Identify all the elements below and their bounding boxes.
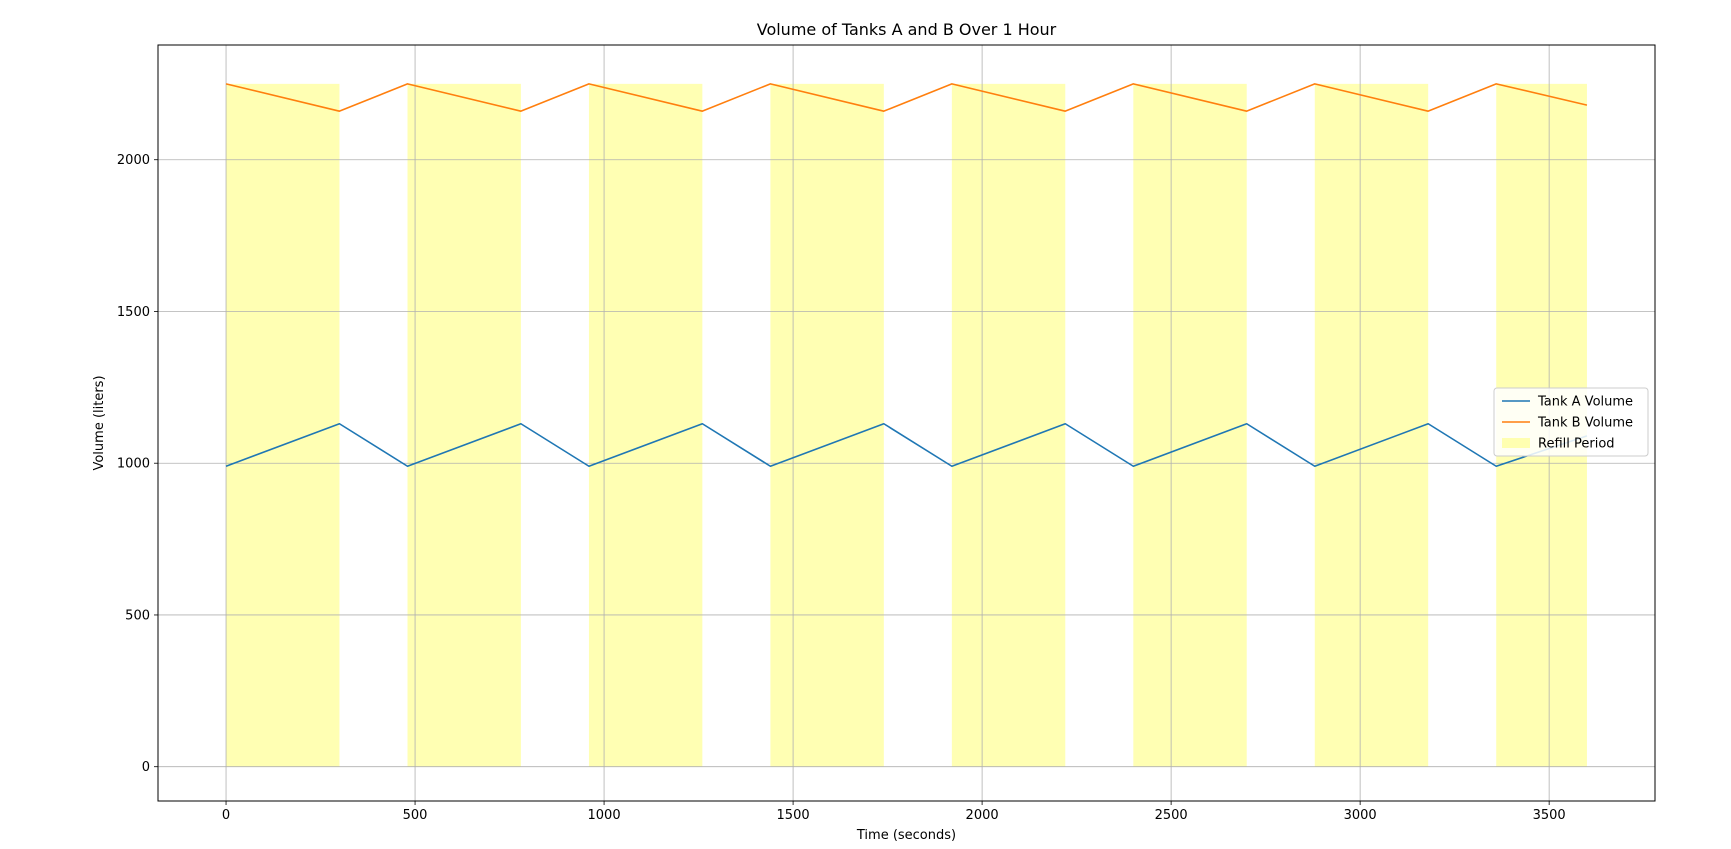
legend: Tank A Volume Tank B Volume Refill Period (1493, 387, 1649, 457)
legend-label: Tank B Volume (1537, 416, 1633, 431)
refill-span (407, 83, 521, 767)
refill-span (1133, 83, 1247, 767)
grid (158, 45, 1655, 801)
legend-label: Refill Period (1538, 437, 1615, 452)
x-tick-label: 2500 (1155, 808, 1188, 823)
refill-span (770, 83, 884, 767)
x-tick-label: 3000 (1344, 808, 1377, 823)
y-tick-label: 1500 (117, 305, 150, 320)
series-lines (225, 83, 1588, 468)
y-tick-label: 0 (142, 760, 150, 775)
legend-swatch (1502, 438, 1530, 448)
x-tick-label: 2000 (966, 808, 999, 823)
x-axis-label: Time (seconds) (856, 828, 956, 843)
y-axis-ticks: 0 500 1000 1500 2000 (117, 153, 158, 775)
x-tick-label: 3500 (1533, 808, 1566, 823)
refill-span (226, 83, 340, 767)
x-axis-ticks: 0 500 1000 1500 2000 2500 3000 3500 (222, 801, 1566, 823)
x-tick-label: 1500 (777, 808, 810, 823)
y-tick-label: 500 (125, 608, 150, 623)
refill-span (1314, 83, 1429, 767)
legend-label: Tank A Volume (1537, 395, 1633, 410)
plot-frame (157, 44, 1656, 802)
x-tick-label: 500 (403, 808, 428, 823)
refill-span (951, 83, 1066, 767)
legend-box (1493, 387, 1649, 457)
refill-span (588, 83, 703, 767)
chart-title: Volume of Tanks A and B Over 1 Hour (757, 20, 1057, 39)
x-tick-label: 1000 (588, 808, 621, 823)
y-tick-label: 2000 (117, 153, 150, 168)
series-line-tank-b-volume (225, 83, 1588, 112)
y-tick-label: 1000 (117, 457, 150, 472)
series-line-tank-a-volume (225, 422, 1588, 468)
x-tick-label: 0 (222, 808, 230, 823)
y-axis-label: Volume (liters) (92, 375, 107, 470)
